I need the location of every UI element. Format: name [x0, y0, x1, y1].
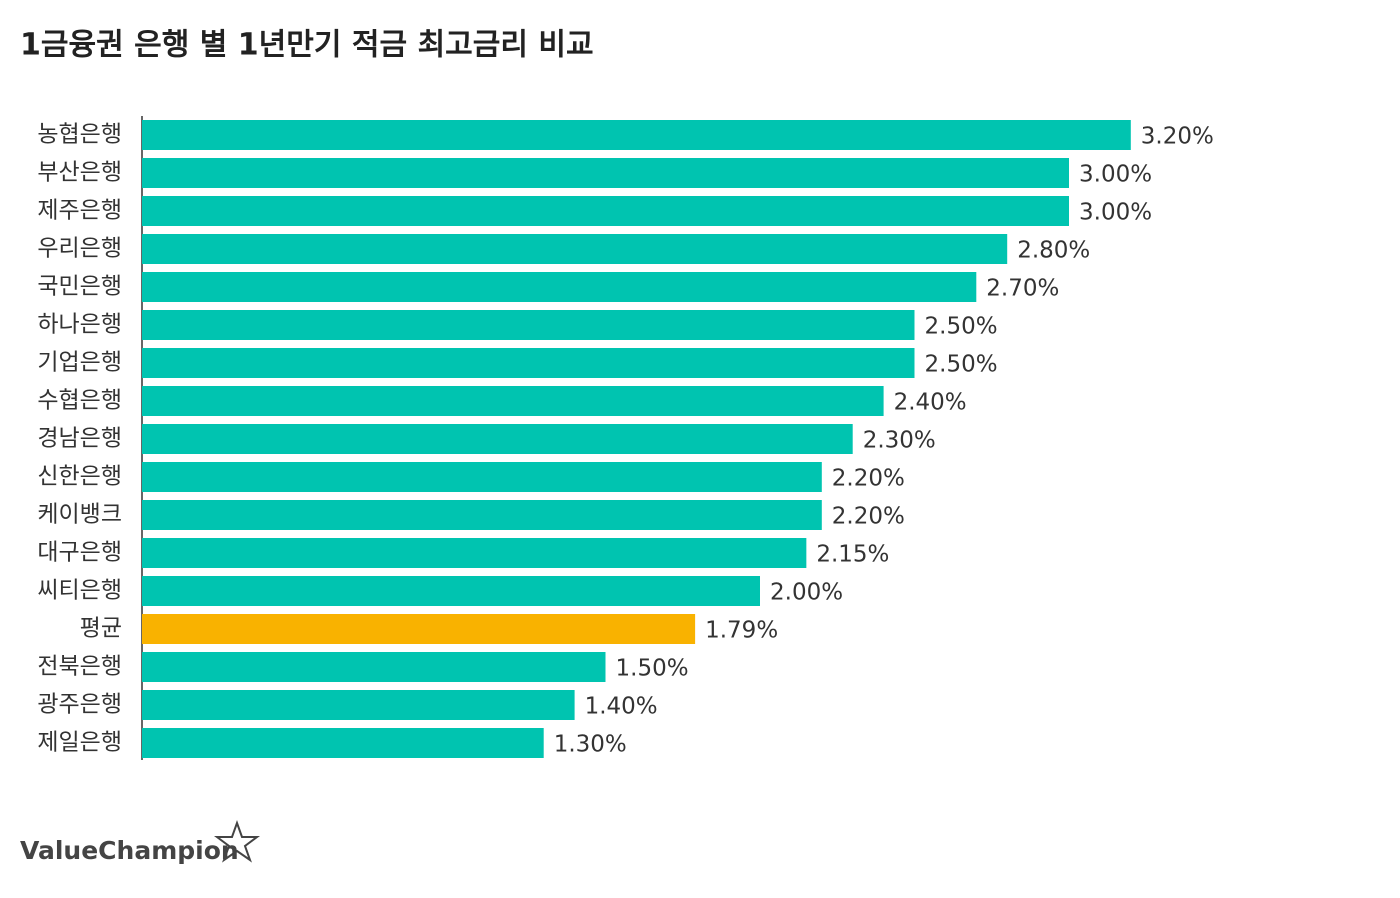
category-label: 수협은행 [37, 388, 122, 414]
value-label: 1.40% [585, 694, 658, 720]
value-label: 2.30% [863, 428, 936, 454]
category-label: 경남은행 [37, 426, 122, 452]
category-label: 대구은행 [37, 540, 122, 566]
category-label: 신한은행 [37, 464, 122, 490]
category-label: 농협은행 [37, 122, 122, 148]
bar [142, 196, 1069, 226]
category-label: 우리은행 [37, 236, 122, 262]
category-label: 제주은행 [37, 198, 122, 224]
category-label: 광주은행 [37, 692, 122, 718]
category-label: 제일은행 [37, 730, 122, 756]
bar [142, 614, 696, 644]
brand: ValueChampion [20, 836, 239, 865]
value-label: 2.50% [925, 352, 998, 378]
category-label: 평균 [80, 616, 122, 642]
category-label: 씨티은행 [37, 578, 122, 604]
bar [142, 424, 853, 454]
category-label: 케이뱅크 [37, 502, 122, 528]
bar [142, 310, 915, 340]
bar [142, 652, 606, 682]
category-label: 부산은행 [37, 160, 122, 186]
category-label: 기업은행 [37, 350, 122, 376]
bar [142, 386, 884, 416]
bar [142, 234, 1008, 264]
value-label: 1.79% [705, 618, 778, 644]
chart-title: 1금융권 은행 별 1년만기 적금 최고금리 비교 [20, 28, 594, 63]
category-label: 하나은행 [37, 312, 122, 338]
bar [142, 690, 575, 720]
category-label: 전북은행 [37, 654, 122, 680]
value-label: 2.15% [816, 542, 889, 568]
value-label: 3.20% [1141, 124, 1214, 150]
value-label: 3.00% [1079, 162, 1152, 188]
bar [142, 348, 915, 378]
value-label: 2.70% [986, 276, 1059, 302]
bar [142, 576, 760, 606]
value-label: 2.50% [925, 314, 998, 340]
value-label: 2.00% [770, 580, 843, 606]
bar [142, 272, 977, 302]
value-label: 1.30% [554, 732, 627, 758]
value-label: 2.20% [832, 466, 905, 492]
bar [142, 538, 807, 568]
value-label: 2.40% [894, 390, 967, 416]
brand-star [214, 820, 260, 863]
bar [142, 500, 822, 530]
value-label: 3.00% [1079, 200, 1152, 226]
bar [142, 120, 1131, 150]
bar [142, 158, 1069, 188]
value-label: 2.80% [1017, 238, 1090, 264]
bar [142, 728, 544, 758]
value-label: 2.20% [832, 504, 905, 530]
value-label: 1.50% [616, 656, 689, 682]
bar [142, 462, 822, 492]
category-label: 국민은행 [37, 274, 122, 300]
